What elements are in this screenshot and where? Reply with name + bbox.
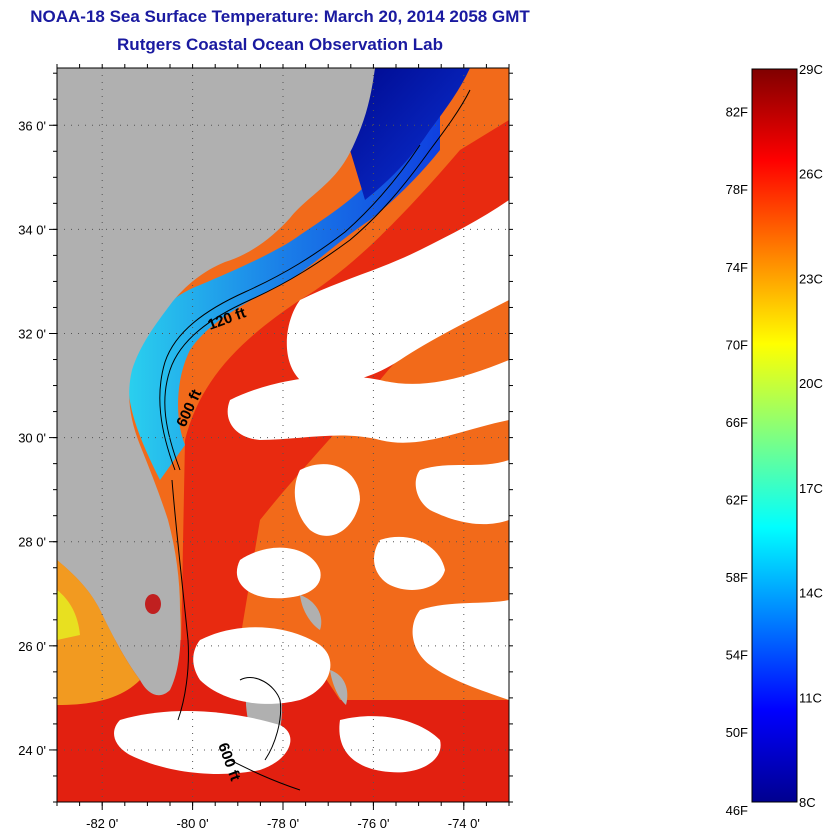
bahamas-abaco xyxy=(300,595,322,630)
colorbar-fahrenheit-label: 50F xyxy=(726,725,748,740)
colorbar-fahrenheit-label: 66F xyxy=(726,415,748,430)
colorbar-celsius-label: 8C xyxy=(799,795,816,810)
colorbar-fahrenheit-label: 74F xyxy=(726,260,748,275)
colorbar-celsius-label: 23C xyxy=(799,271,823,286)
lat-tick-label: 30 0' xyxy=(18,431,46,446)
map-subtitle: Rutgers Coastal Ocean Observation Lab xyxy=(117,35,443,54)
map-title: NOAA-18 Sea Surface Temperature: March 2… xyxy=(30,7,530,26)
lake-okeechobee xyxy=(145,594,161,614)
lon-tick-label: -80 0' xyxy=(177,816,209,831)
shelf-water xyxy=(128,110,440,480)
colorbar-celsius-label: 20C xyxy=(799,376,823,391)
colorbar-fahrenheit-label: 78F xyxy=(726,182,748,197)
map-axes: -82 0' -80 0' -78 0' -76 0' -74 0' 36 0' 34 0'… xyxy=(18,64,513,831)
northern-cold-water xyxy=(350,68,470,200)
lon-tick-label: -74 0' xyxy=(448,816,480,831)
colorbar-celsius-label: 29C xyxy=(799,62,823,77)
cloud-cover xyxy=(114,200,509,775)
colorbar-celsius-label: 26C xyxy=(799,167,823,182)
colorbar-fahrenheit-label: 58F xyxy=(726,570,748,585)
colorbar-celsius-label: 17C xyxy=(799,481,823,496)
bathymetry-contours xyxy=(159,89,471,791)
gulf-of-mexico-water xyxy=(57,560,140,705)
colorbar xyxy=(751,68,798,803)
land-mainland xyxy=(57,68,375,696)
colorbar-fahrenheit-label: 54F xyxy=(726,648,748,663)
gulf-yellow-patch xyxy=(57,590,80,640)
bahamas-eleuthera xyxy=(330,670,348,705)
lon-tick-label: -82 0' xyxy=(86,816,118,831)
lat-tick-label: 32 0' xyxy=(18,326,46,341)
lon-tick-label: -76 0' xyxy=(357,816,389,831)
colorbar-fahrenheit-label: 70F xyxy=(726,337,748,352)
lat-tick-label: 36 0' xyxy=(18,118,46,133)
colorbar-fahrenheit-label: 82F xyxy=(726,105,748,120)
colorbar-fahrenheit-label: 46F xyxy=(726,803,748,818)
lat-tick-label: 34 0' xyxy=(18,222,46,237)
lat-tick-label: 26 0' xyxy=(18,639,46,654)
colorbar-celsius-label: 11C xyxy=(799,690,822,705)
colorbar-celsius-label: 14C xyxy=(799,586,823,601)
colorbar-fahrenheit-label: 62F xyxy=(726,492,748,507)
lat-tick-label: 24 0' xyxy=(18,743,46,758)
lat-tick-label: 28 0' xyxy=(18,535,46,550)
lon-tick-label: -78 0' xyxy=(267,816,299,831)
colorbar-labels: 29C 26C 23C 20C 17C 14C 11C 8C 82F 78F 74F 70F 66F 62… xyxy=(726,62,823,818)
